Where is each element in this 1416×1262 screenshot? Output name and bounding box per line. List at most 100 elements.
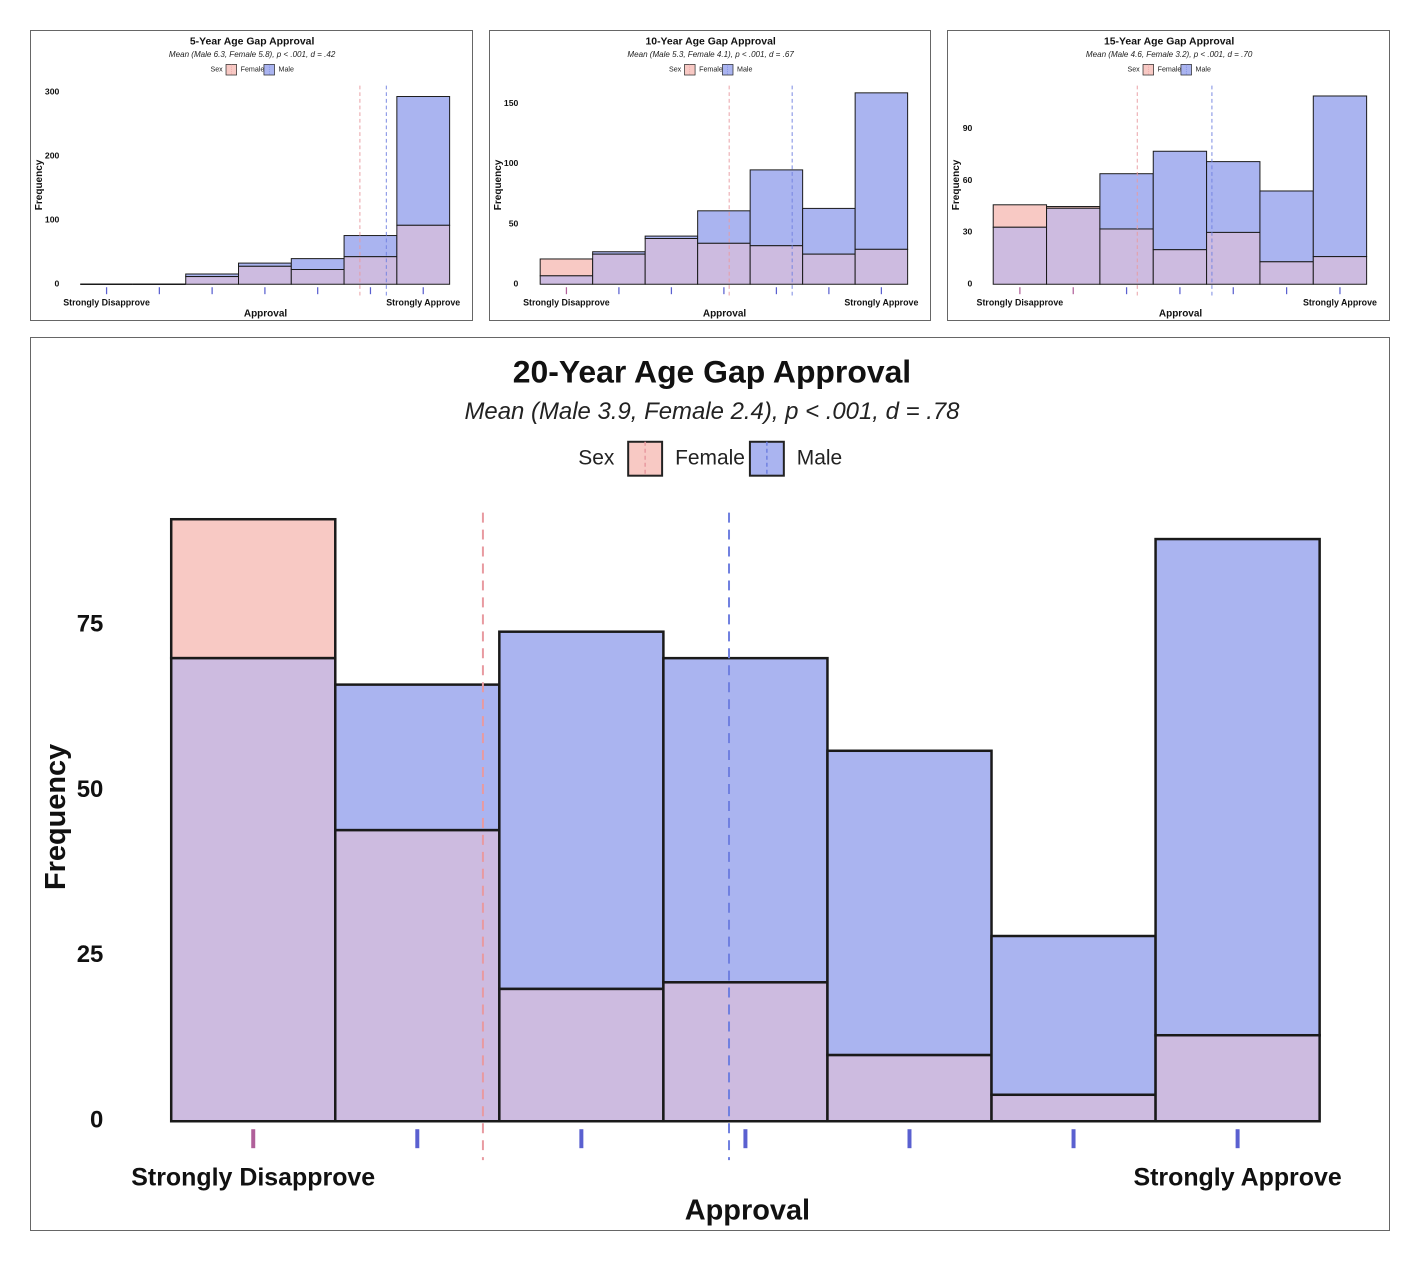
y-tick-label: 0 — [55, 279, 60, 289]
overlap-bar — [1206, 231, 1261, 285]
chart-subtitle: Mean (Male 5.3, Female 4.1), p < .001, d… — [627, 50, 794, 59]
y-tick-label: 150 — [504, 98, 519, 108]
overlap-bar — [854, 248, 909, 285]
chart-panel-20-year: 20-Year Age Gap Approval Mean (Male 3.9, … — [30, 337, 1390, 1231]
y-tick-label: 90 — [963, 123, 973, 133]
x-axis: Strongly Disapprove Strongly Approve Appro… — [523, 297, 918, 319]
overlap-bar — [1152, 249, 1208, 285]
overlap-bar — [290, 269, 345, 285]
female-bar-upper — [539, 258, 594, 277]
overlap-bar — [1259, 261, 1314, 285]
legend: Sex Female Male — [669, 64, 752, 76]
overlap-bar — [697, 242, 751, 285]
mean-lines — [728, 85, 793, 298]
legend-label-female: Female — [241, 66, 265, 74]
bars — [80, 96, 451, 285]
male-bar-upper — [1154, 537, 1321, 1037]
male-bar-upper — [498, 630, 665, 991]
overlap-bar — [644, 238, 699, 285]
legend-item-female: Female — [225, 64, 265, 76]
legend-item-female: Female — [627, 440, 745, 477]
male-bar-upper — [1099, 173, 1154, 230]
y-tick-label: 50 — [77, 776, 104, 803]
y-tick-label: 60 — [963, 175, 973, 185]
legend: Sex Female Male — [1127, 64, 1211, 76]
overlap-bar — [990, 1093, 1157, 1123]
mean-lines — [1136, 85, 1213, 298]
bars — [992, 95, 1368, 285]
legend-label-male: Male — [797, 446, 842, 469]
x-axis: Strongly Disapprove Strongly Approve Appro… — [63, 297, 460, 319]
chart-panel-15-year: 15-Year Age Gap Approval Mean (Male 4.6, … — [947, 30, 1390, 321]
male-bar-upper — [290, 258, 345, 271]
male-bar-upper — [854, 92, 909, 250]
y-axis-title: Frequency — [40, 744, 72, 890]
overlap-bar — [169, 656, 337, 1123]
chart-svg: 10-Year Age Gap Approval Mean (Male 5.3, … — [493, 37, 918, 320]
y-axis-title: Frequency — [493, 159, 504, 210]
bars — [539, 92, 909, 285]
male-bar-upper — [662, 656, 829, 984]
male-bar-upper — [1312, 95, 1368, 258]
overlap-bar — [802, 253, 856, 285]
chart-subtitle: Mean (Male 3.9, Female 2.4), p < .001, d… — [464, 398, 960, 425]
overlap-bar — [1312, 256, 1368, 285]
male-bar-upper — [826, 749, 993, 1057]
legend-label-male: Male — [279, 66, 294, 74]
x-axis: Strongly Disapprove Strongly Approve Appro… — [131, 1164, 1342, 1227]
legend-label-female: Female — [1158, 66, 1182, 74]
overlap-bar — [334, 828, 501, 1123]
x-tick-label-max: Strongly Approve — [1303, 297, 1377, 307]
x-axis: Strongly Disapprove Strongly Approve Appro… — [977, 297, 1377, 319]
male-bar-upper — [343, 235, 398, 258]
x-tick-label-min: Strongly Disapprove — [977, 297, 1064, 307]
rug-ticks — [105, 287, 424, 295]
male-bar-upper — [749, 169, 804, 247]
y-axis-title: Frequency — [34, 159, 45, 210]
y-axis: 0 50 100 150 Frequency — [493, 98, 518, 289]
legend-item-male: Male — [1180, 64, 1211, 76]
chart-svg: 5-Year Age Gap Approval Mean (Male 6.3, F… — [34, 37, 460, 320]
male-bar-upper — [697, 210, 751, 244]
female-bar-upper — [169, 517, 337, 660]
rug-ticks — [251, 1129, 1240, 1149]
male-bar-upper — [334, 683, 501, 832]
legend-label-female: Female — [699, 66, 723, 74]
y-tick-label: 50 — [509, 218, 519, 228]
male-bar-upper — [802, 207, 856, 255]
legend-label-female: Female — [675, 446, 745, 469]
chart-title: 10-Year Age Gap Approval — [645, 37, 775, 48]
x-axis-title: Approval — [1159, 309, 1203, 320]
overlap-bar — [185, 276, 240, 285]
y-tick-label: 0 — [90, 1107, 103, 1134]
overlap-bar — [992, 226, 1048, 285]
x-tick-label-max: Strongly Approve — [844, 297, 918, 307]
chart-subtitle: Mean (Male 6.3, Female 5.8), p < .001, d… — [169, 50, 336, 59]
overlap-bar — [826, 1053, 993, 1123]
x-tick-label-min: Strongly Disapprove — [63, 297, 150, 307]
overlap-bar — [238, 265, 292, 285]
y-tick-label: 25 — [77, 941, 104, 968]
x-tick-label-max: Strongly Approve — [386, 297, 460, 307]
chart-panel-10-year: 10-Year Age Gap Approval Mean (Male 5.3, … — [489, 30, 931, 321]
male-bar-upper — [396, 96, 451, 226]
x-axis-title: Approval — [685, 1195, 810, 1227]
overlap-bar — [1154, 1033, 1321, 1123]
y-axis: 0 100 200 300 Frequency — [34, 86, 59, 288]
mean-lines — [359, 85, 387, 298]
overlap-bar — [343, 256, 398, 285]
legend-label-male: Male — [1196, 66, 1211, 74]
legend-title: Sex — [578, 446, 615, 469]
legend-item-male: Male — [748, 440, 842, 477]
female-bar-upper — [992, 204, 1048, 228]
x-tick-label-max: Strongly Approve — [1133, 1164, 1341, 1192]
overlap-bar — [592, 253, 646, 285]
mean-lines — [481, 512, 731, 1161]
legend-item-male: Male — [722, 64, 752, 76]
x-axis-title: Approval — [244, 309, 288, 320]
legend-item-female: Female — [684, 64, 723, 76]
legend-title: Sex — [1127, 66, 1140, 74]
chart-title: 5-Year Age Gap Approval — [190, 37, 315, 48]
overlap-bar — [539, 275, 594, 285]
chart-subtitle: Mean (Male 4.6, Female 3.2), p < .001, d… — [1086, 50, 1253, 59]
